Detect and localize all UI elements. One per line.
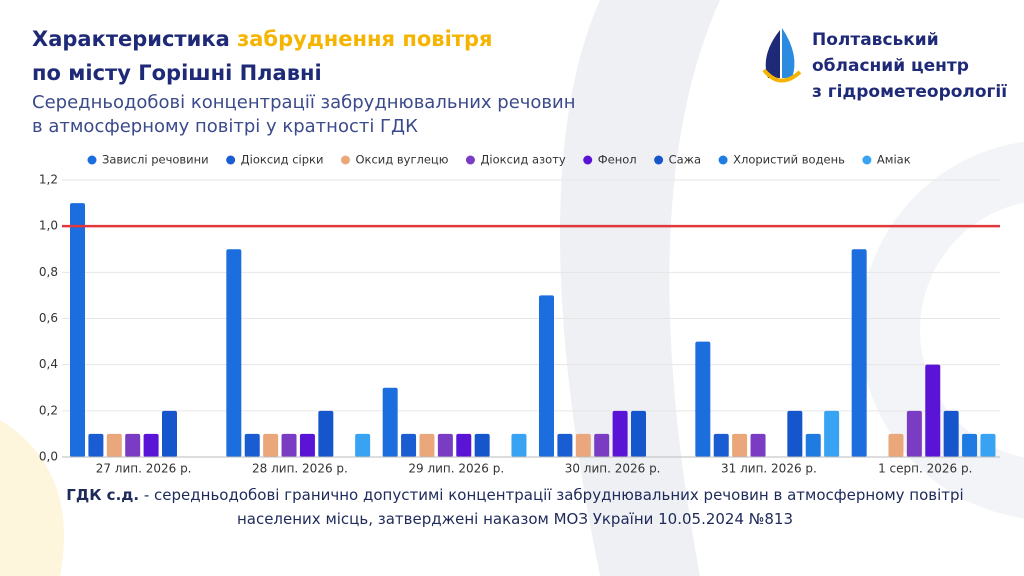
- legend-label: Аміак: [877, 153, 911, 167]
- bar: [888, 433, 904, 457]
- y-tick-label: 1,0: [39, 219, 58, 233]
- bar: [594, 433, 610, 457]
- footnote-term: ГДК с.д.: [66, 486, 140, 504]
- bar: [557, 433, 573, 457]
- logo-text: Полтавський: [812, 30, 939, 50]
- title-highlight: забруднення повітря: [237, 27, 492, 51]
- bar: [474, 433, 490, 457]
- logo-text: обласний центр: [812, 56, 969, 76]
- subtitle: Середньодобові концентрації забруднюваль…: [32, 92, 576, 113]
- bar: [318, 410, 334, 457]
- bar: [631, 410, 646, 457]
- bar: [281, 433, 297, 457]
- bar: [787, 410, 803, 457]
- bar: [750, 433, 766, 457]
- y-tick-label: 0,2: [39, 403, 58, 417]
- bar: [925, 364, 941, 457]
- bar: [263, 433, 279, 457]
- bar: [244, 433, 260, 457]
- footnote-text: - середньодобові гранично допустимі конц…: [143, 486, 964, 528]
- legend-marker: [465, 155, 475, 165]
- bar: [88, 433, 104, 457]
- title-line: Характеристика забруднення повітря: [32, 27, 492, 51]
- x-tick-label: 28 лип. 2026 р.: [252, 462, 348, 476]
- footnote: ГДК с.д. - середньодобові гранично допус…: [40, 483, 990, 531]
- y-tick-label: 0,0: [39, 450, 58, 464]
- y-tick-label: 0,6: [39, 311, 58, 325]
- x-tick-label: 1 серп. 2026 р.: [878, 462, 972, 476]
- legend-label: Діоксид азоту: [480, 153, 565, 167]
- bar: [539, 295, 554, 457]
- legend-label: Сажа: [669, 153, 701, 167]
- bar: [851, 249, 867, 457]
- bar: [575, 433, 591, 457]
- bar: [125, 433, 141, 457]
- x-tick-label: 29 лип. 2026 р.: [408, 462, 504, 476]
- bar: [226, 249, 242, 457]
- bar: [962, 433, 978, 457]
- bar: [906, 410, 922, 457]
- bar: [713, 433, 729, 457]
- legend-label: Фенол: [598, 153, 637, 167]
- bar: [70, 203, 85, 457]
- legend-marker: [654, 155, 664, 165]
- bar: [943, 410, 959, 457]
- bar: [299, 433, 315, 457]
- y-tick-label: 1,2: [39, 173, 58, 187]
- legend-marker: [583, 155, 593, 165]
- legend-label: Завислі речовини: [102, 153, 209, 167]
- bar: [106, 433, 122, 457]
- x-tick-label: 31 лип. 2026 р.: [721, 462, 817, 476]
- legend-marker: [226, 155, 236, 165]
- legend-marker: [340, 155, 350, 165]
- legend-marker: [862, 155, 872, 165]
- bar: [419, 433, 435, 457]
- y-tick-label: 0,4: [39, 357, 58, 371]
- bar: [382, 387, 398, 457]
- bar: [980, 433, 996, 457]
- logo-icon: [762, 28, 802, 83]
- x-tick-label: 30 лип. 2026 р.: [565, 462, 661, 476]
- y-tick-label: 0,8: [39, 265, 58, 279]
- legend-marker: [87, 155, 97, 165]
- title-part: Характеристика: [32, 27, 230, 51]
- x-tick-label: 27 лип. 2026 р.: [96, 462, 192, 476]
- subtitle: в атмосферному повітрі у кратності ГДК: [32, 116, 418, 137]
- bar: [401, 433, 417, 457]
- bar: [824, 410, 840, 457]
- bar: [612, 410, 628, 457]
- bar: [732, 433, 748, 457]
- legend-label: Діоксид сірки: [241, 153, 324, 167]
- legend-label: Хлористий водень: [733, 153, 845, 167]
- legend-label: Оксид вуглецю: [355, 153, 448, 167]
- logo-text: з гідрометеорології: [812, 82, 1007, 102]
- legend-marker: [718, 155, 728, 165]
- bar: [355, 433, 371, 457]
- bar: [162, 410, 177, 457]
- bar: [456, 433, 472, 457]
- bar: [805, 433, 821, 457]
- bar: [511, 433, 527, 457]
- bar: [143, 433, 159, 457]
- title-line: по місту Горішні Плавні: [32, 61, 322, 85]
- bar: [437, 433, 453, 457]
- bar: [695, 341, 711, 457]
